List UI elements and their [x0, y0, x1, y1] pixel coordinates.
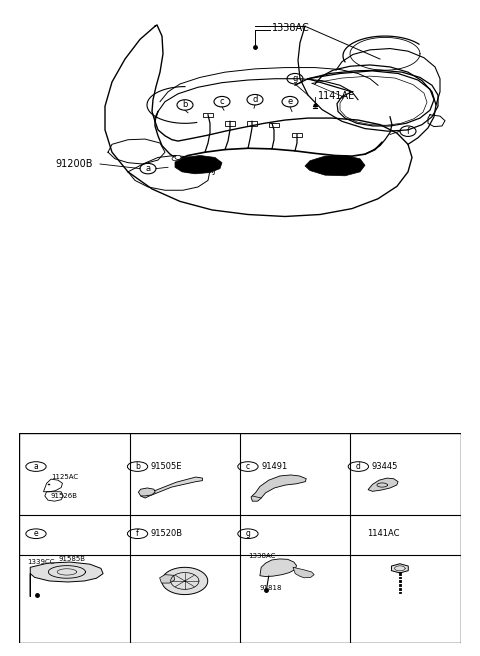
- Polygon shape: [251, 475, 306, 501]
- Polygon shape: [175, 155, 222, 174]
- Polygon shape: [138, 488, 155, 496]
- Text: b: b: [182, 100, 188, 110]
- Bar: [225, 121, 235, 126]
- Text: 1125AC: 1125AC: [51, 474, 78, 480]
- Text: a: a: [145, 164, 151, 173]
- Text: 1339CC: 1339CC: [27, 559, 55, 565]
- Polygon shape: [368, 478, 398, 491]
- Text: d: d: [356, 462, 361, 471]
- Text: 1141AJ: 1141AJ: [185, 166, 216, 175]
- Text: 1141AC: 1141AC: [367, 529, 400, 538]
- Circle shape: [175, 155, 181, 159]
- Circle shape: [172, 157, 178, 161]
- Polygon shape: [162, 567, 208, 594]
- Text: 91491: 91491: [261, 462, 288, 471]
- Text: f: f: [136, 529, 139, 538]
- Polygon shape: [141, 477, 203, 498]
- Text: 93445: 93445: [372, 462, 398, 471]
- Text: e: e: [34, 529, 38, 538]
- Text: b: b: [135, 462, 140, 471]
- Text: 91505E: 91505E: [151, 462, 182, 471]
- Text: f: f: [407, 127, 409, 136]
- Polygon shape: [305, 155, 365, 176]
- Text: 91520B: 91520B: [151, 529, 183, 538]
- Polygon shape: [260, 559, 297, 577]
- Text: 1338AC: 1338AC: [248, 553, 276, 559]
- Text: c: c: [246, 462, 250, 471]
- Text: g: g: [292, 74, 298, 83]
- Polygon shape: [392, 564, 408, 573]
- Text: c: c: [220, 97, 224, 106]
- Text: 91200B: 91200B: [55, 159, 93, 169]
- Polygon shape: [30, 562, 103, 597]
- Polygon shape: [160, 575, 175, 583]
- Text: 1141AE: 1141AE: [318, 91, 355, 102]
- Bar: [203, 113, 213, 117]
- Text: 1338AC: 1338AC: [272, 22, 310, 33]
- Text: d: d: [252, 95, 258, 104]
- Text: a: a: [34, 462, 38, 471]
- Polygon shape: [293, 567, 314, 578]
- Bar: [247, 121, 257, 126]
- Bar: [292, 133, 302, 137]
- Text: 91818: 91818: [260, 585, 282, 592]
- Text: 91526B: 91526B: [51, 493, 78, 499]
- Text: 91585B: 91585B: [59, 556, 86, 562]
- Bar: [269, 123, 279, 127]
- Text: e: e: [288, 97, 293, 106]
- Text: g: g: [245, 529, 251, 538]
